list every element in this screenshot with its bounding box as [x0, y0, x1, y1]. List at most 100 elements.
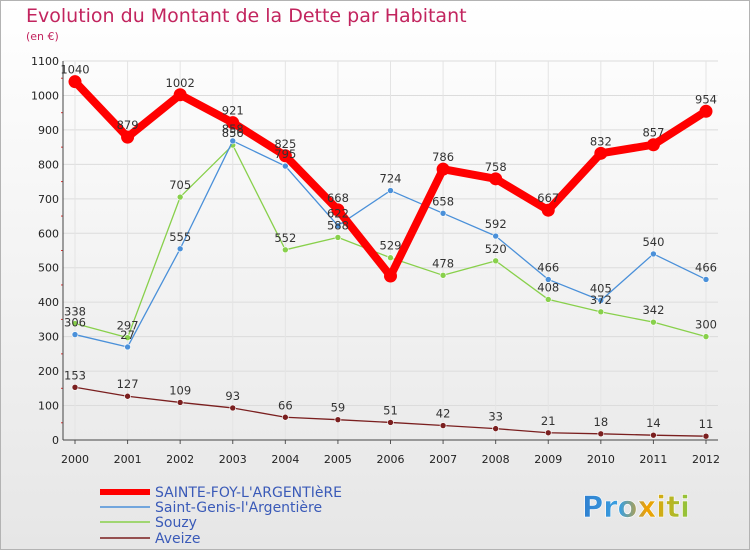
data-label: 51: [383, 403, 398, 417]
data-label: 21: [541, 414, 556, 428]
data-label: 408: [537, 280, 559, 294]
data-label: 127: [117, 377, 139, 391]
x-tick-label: 2010: [587, 453, 615, 466]
x-tick-label: 2008: [482, 453, 510, 466]
data-point: [384, 269, 397, 283]
data-labels: 1040 879 1002 921 825 668 786 758 667 832 857 954 30…: [60, 63, 717, 432]
data-point: [334, 234, 342, 241]
data-point: [439, 422, 447, 429]
data-label: 588: [327, 218, 349, 232]
data-label: 18: [594, 415, 609, 429]
data-label: 520: [485, 242, 507, 256]
data-label: 786: [432, 150, 454, 164]
data-label: 758: [485, 160, 507, 174]
chart-title: Evolution du Montant de la Dette par Hab…: [26, 5, 467, 27]
data-point: [544, 429, 552, 437]
data-label: 622: [327, 207, 349, 221]
data-label: 405: [590, 281, 612, 295]
data-label: 856: [222, 126, 244, 140]
data-point: [282, 413, 289, 421]
data-point: [387, 419, 394, 426]
data-point: [71, 331, 79, 338]
data-point: [229, 404, 237, 412]
logo-text: Proxiti: [582, 490, 690, 524]
legend-label: Souzy: [155, 515, 197, 531]
data-label: 306: [64, 316, 86, 330]
y-tick-label: 300: [38, 331, 59, 344]
data-label: 592: [485, 217, 507, 231]
data-point: [176, 193, 184, 201]
data-point: [387, 187, 394, 194]
data-point: [650, 250, 657, 258]
x-tick-label: 2004: [271, 453, 299, 466]
x-tick-label: 2001: [114, 453, 142, 466]
data-point: [544, 276, 552, 283]
data-label: 93: [225, 389, 240, 403]
data-point: [124, 334, 131, 341]
gridlines: [63, 60, 718, 441]
data-point: [699, 104, 713, 118]
data-point: [439, 272, 447, 279]
x-tick-label: 2003: [219, 453, 247, 466]
data-label: 668: [327, 191, 349, 205]
data-point: [282, 162, 289, 170]
x-tick-label: 2002: [166, 453, 194, 466]
data-point: [702, 333, 710, 340]
data-point: [387, 254, 394, 262]
proxiti-logo: Proxiti: [582, 490, 691, 525]
data-label: 66: [278, 398, 293, 412]
data-point: [489, 172, 503, 186]
x-tick-label: 2000: [61, 453, 89, 466]
data-label: 42: [436, 407, 451, 421]
y-tick-label: 200: [38, 365, 59, 378]
data-point: [334, 416, 342, 423]
data-label: 832: [590, 134, 612, 148]
y-tick-label: 500: [38, 262, 59, 275]
data-point: [594, 146, 608, 160]
data-label: 825: [274, 137, 296, 151]
data-label: 478: [432, 256, 454, 270]
y-tick-label: 600: [38, 227, 59, 240]
data-point: [597, 297, 605, 304]
data-point: [544, 296, 552, 303]
data-label: 153: [64, 368, 86, 382]
data-point: [650, 318, 657, 326]
data-point: [71, 383, 79, 391]
data-label: 858: [222, 122, 244, 136]
data-label: 14: [646, 416, 661, 430]
y-tick-label: 900: [38, 124, 59, 137]
data-point: [702, 276, 710, 283]
y-tick-label: 100: [38, 400, 59, 413]
data-label: 879: [117, 118, 139, 132]
data-label: 658: [432, 194, 454, 208]
data-point: [68, 75, 82, 89]
x-tick-label: 2012: [692, 453, 720, 466]
data-point: [492, 257, 499, 265]
y-tick-label: 800: [38, 158, 59, 171]
data-point: [541, 203, 555, 217]
data-point: [439, 209, 447, 217]
data-point: [650, 431, 657, 439]
y-tick-label: 1100: [31, 55, 59, 68]
data-point: [121, 130, 135, 144]
data-label: 705: [169, 178, 191, 192]
data-point: [597, 430, 605, 438]
data-label: 954: [695, 92, 717, 106]
y-tick-label: 1000: [31, 89, 59, 102]
data-point: [492, 425, 499, 432]
x-tick-label: 2007: [429, 453, 457, 466]
data-label: 1040: [60, 63, 89, 77]
data-label: 300: [695, 318, 717, 332]
y-tick-label: 400: [38, 296, 59, 309]
data-point: [436, 162, 450, 176]
data-label: 1002: [166, 76, 195, 90]
data-label: 59: [331, 401, 346, 415]
data-point: [71, 320, 79, 327]
data-point: [124, 392, 131, 400]
data-label: 27: [120, 328, 135, 342]
axes: 0 100 200 300 400 500 600 700 800 900 1000 1100 2000…: [31, 55, 720, 466]
data-point: [334, 222, 342, 229]
data-label: 555: [169, 230, 191, 244]
data-point: [597, 308, 605, 316]
